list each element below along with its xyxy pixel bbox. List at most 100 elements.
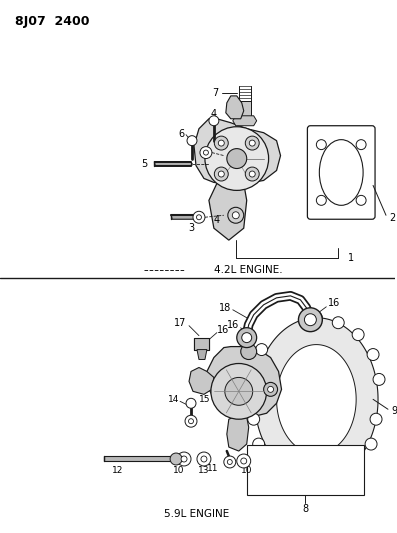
Circle shape (187, 136, 197, 146)
Text: 9: 9 (391, 406, 397, 416)
Circle shape (285, 470, 297, 482)
Polygon shape (197, 350, 207, 360)
Polygon shape (194, 337, 209, 350)
Circle shape (232, 212, 239, 219)
Circle shape (352, 329, 364, 341)
Circle shape (356, 196, 366, 205)
Polygon shape (277, 345, 356, 454)
FancyBboxPatch shape (307, 126, 375, 219)
Text: 10: 10 (173, 466, 185, 475)
Circle shape (227, 459, 232, 464)
Text: 16: 16 (227, 320, 239, 330)
Text: 3: 3 (188, 223, 194, 233)
Polygon shape (189, 367, 214, 394)
Text: 11: 11 (207, 464, 219, 473)
Circle shape (218, 140, 224, 146)
Circle shape (241, 344, 257, 360)
Polygon shape (209, 183, 247, 240)
Circle shape (205, 127, 269, 190)
Circle shape (264, 382, 278, 397)
Circle shape (201, 456, 207, 462)
Circle shape (365, 438, 377, 450)
Circle shape (200, 147, 212, 158)
Polygon shape (207, 346, 281, 417)
Circle shape (224, 456, 236, 468)
Circle shape (245, 136, 259, 150)
Text: 16: 16 (217, 325, 229, 335)
Circle shape (332, 317, 344, 329)
Circle shape (225, 377, 252, 405)
Circle shape (237, 328, 257, 348)
Text: 14: 14 (168, 395, 179, 404)
Circle shape (203, 150, 208, 155)
Text: 7: 7 (213, 88, 219, 98)
Polygon shape (255, 318, 378, 481)
Polygon shape (171, 215, 195, 219)
Circle shape (352, 458, 364, 470)
Circle shape (197, 215, 201, 220)
Text: 13: 13 (198, 466, 210, 475)
Circle shape (228, 207, 244, 223)
Text: 18: 18 (219, 303, 231, 313)
Circle shape (370, 413, 382, 425)
Text: 5.9L ENGINE: 5.9L ENGINE (164, 508, 229, 519)
Ellipse shape (319, 140, 363, 205)
Polygon shape (226, 96, 244, 119)
Circle shape (249, 171, 255, 177)
Circle shape (330, 471, 342, 483)
Text: 16: 16 (328, 298, 341, 308)
Text: 4.2L ENGINE.: 4.2L ENGINE. (214, 265, 283, 275)
Circle shape (186, 398, 196, 408)
Circle shape (245, 167, 259, 181)
Circle shape (214, 167, 228, 181)
Circle shape (197, 452, 211, 466)
Circle shape (189, 419, 193, 424)
Circle shape (214, 136, 228, 150)
Circle shape (209, 116, 219, 126)
Circle shape (185, 415, 197, 427)
Polygon shape (194, 119, 281, 183)
Circle shape (237, 454, 251, 468)
Bar (247, 445, 364, 495)
Circle shape (299, 308, 322, 332)
Text: 5: 5 (141, 158, 147, 168)
Text: 4: 4 (214, 215, 220, 225)
Circle shape (268, 386, 274, 392)
Polygon shape (227, 417, 249, 451)
Text: 1: 1 (348, 253, 354, 263)
Polygon shape (233, 116, 257, 126)
Text: 10: 10 (241, 466, 252, 475)
Text: 8: 8 (303, 504, 308, 514)
Circle shape (266, 458, 278, 470)
Text: 15: 15 (199, 395, 210, 404)
Circle shape (316, 140, 326, 150)
Circle shape (367, 349, 379, 360)
Circle shape (248, 413, 260, 425)
Circle shape (249, 140, 255, 146)
Circle shape (242, 333, 252, 343)
Text: 6: 6 (178, 128, 184, 139)
Circle shape (170, 453, 182, 465)
Text: 12: 12 (112, 466, 123, 475)
Circle shape (310, 312, 322, 324)
Circle shape (227, 149, 247, 168)
Circle shape (373, 374, 385, 385)
Circle shape (241, 458, 247, 464)
Text: 17: 17 (173, 318, 186, 328)
Circle shape (308, 475, 320, 487)
Text: 4: 4 (211, 109, 217, 119)
Circle shape (356, 140, 366, 150)
Circle shape (316, 196, 326, 205)
Circle shape (181, 456, 187, 462)
Circle shape (252, 438, 265, 450)
Circle shape (177, 452, 191, 466)
Circle shape (211, 364, 267, 419)
Circle shape (218, 171, 224, 177)
Circle shape (304, 314, 316, 326)
Circle shape (256, 344, 268, 356)
Circle shape (193, 211, 205, 223)
Polygon shape (239, 101, 251, 116)
Polygon shape (104, 456, 177, 461)
Text: 8J07  2400: 8J07 2400 (15, 15, 89, 28)
Polygon shape (154, 161, 192, 166)
